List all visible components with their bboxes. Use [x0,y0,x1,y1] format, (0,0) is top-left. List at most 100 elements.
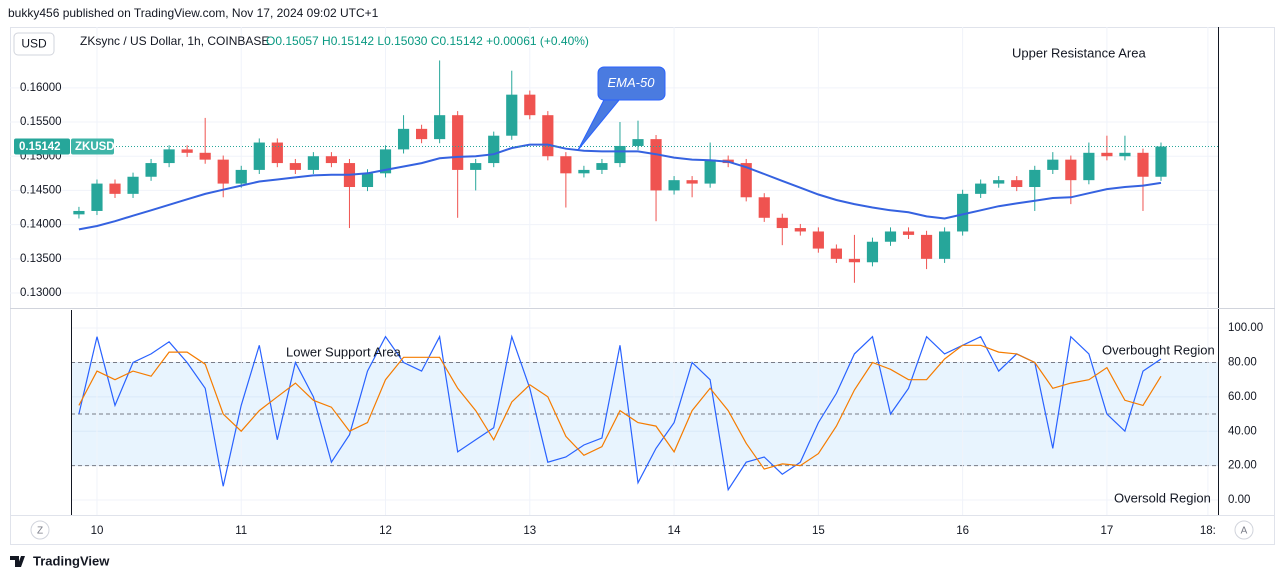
symbol-label: ZKUSD [75,141,115,153]
symbol-badge [71,138,114,155]
candle-body [686,180,698,184]
candle-body [957,193,969,232]
y-tick-label: 0.14500 [20,184,62,196]
candle-body [740,163,752,198]
candle-body [758,197,770,218]
annotation: Overbought Region [1102,342,1215,357]
candle-body [379,149,392,174]
x-tick-label: 12 [379,525,392,537]
candle-body [993,180,1005,184]
candle-body [397,128,410,150]
candle-body [181,149,193,153]
candle-body [1101,152,1113,157]
candle-body [830,248,842,259]
scale-button[interactable] [30,520,50,540]
annotation: Lower Support Area [286,344,402,359]
candle-body [614,145,626,164]
tradingview-logo: TradingView [10,553,110,568]
y-tick-label: 60.00 [1228,391,1257,403]
annotation: Upper Resistance Area [1012,45,1146,60]
candle-body [506,94,518,136]
y-tick-label: 0.13500 [20,253,62,265]
candle-body [289,163,301,170]
candle-body [578,169,590,174]
candle-body [866,241,879,263]
candle-body [470,163,482,170]
candle-body [307,156,319,170]
scale-button-label[interactable]: A [1241,526,1248,537]
line-series [78,143,1162,231]
candle-body [884,231,897,242]
x-tick-label: 18: [1200,525,1216,537]
x-tick-label: 10 [91,525,104,537]
logo-text: TradingView [33,553,110,568]
y-tick-label: 0.15500 [20,116,62,128]
last-price-label: 0.15142 [19,141,61,153]
candle-body [163,149,175,164]
time-axis-frame [10,515,1275,545]
candle-body [920,234,933,259]
line-series [78,344,1162,470]
currency-button-label[interactable]: USD [21,37,47,51]
candle-body [1155,146,1167,177]
y-tick-label: 0.00 [1228,494,1250,506]
candle-body [1119,152,1131,157]
callout-label: EMA-50 [608,75,656,90]
line-series [78,334,1162,492]
candle-body [794,228,806,232]
callout-box [597,66,666,101]
candle-body [271,142,283,164]
candle-body [416,128,428,140]
candle-body [199,152,211,160]
y-tick-label: 80.00 [1228,356,1257,368]
candle-body [524,94,536,116]
candle-body [902,231,915,235]
y-tick-label: 0.13000 [20,287,62,299]
y-tick-label: 40.00 [1228,425,1257,437]
x-tick-label: 15 [812,525,825,537]
candle-body [596,163,608,170]
candle-body [939,231,951,259]
candle-body [975,183,987,194]
scale-button[interactable] [1234,520,1254,540]
candle-body [1083,152,1095,181]
y-tick-label: 20.00 [1228,460,1257,472]
ema-callout: EMA-50 [577,66,666,151]
candle-body [253,142,265,170]
currency-button[interactable] [13,32,55,56]
x-tick-label: 13 [523,525,536,537]
candle-body [325,156,338,164]
candle-body [434,115,446,140]
candle-body [1065,159,1077,181]
candle-body [109,183,121,194]
candle-body [73,210,85,215]
candle-body [1029,169,1041,188]
candle-body [488,135,500,164]
publish-header: bukky456 published on TradingView.com, N… [8,6,379,20]
candle-body [776,217,788,229]
y-tick-label: 0.16000 [20,82,62,94]
candle-body [452,115,464,170]
x-tick-label: 17 [1101,525,1114,537]
y-tick-label: 100.00 [1228,322,1263,334]
last-price-badge [14,138,70,155]
symbol-title: ZKsync / US Dollar, 1h, COINBASE [80,34,269,48]
grid-layer [10,27,1218,515]
y-tick-label: 0.14000 [20,219,62,231]
candle-body [217,159,229,184]
logo-icon [10,556,25,567]
candle-body [560,156,572,174]
x-tick-label: 11 [235,525,247,537]
candle-body [704,159,716,184]
candle-body [145,163,157,177]
candle-body [668,180,680,191]
chart-frame [10,27,1275,516]
candle-body [812,231,824,249]
candle-body [361,173,374,188]
marks-layer [71,60,1218,492]
candle-body [542,115,554,157]
ohlc-readout: O0.15057 H0.15142 L0.15030 C0.15142 +0.0… [266,34,589,48]
candle-body [1137,152,1149,177]
scale-button-label[interactable]: Z [37,526,43,537]
